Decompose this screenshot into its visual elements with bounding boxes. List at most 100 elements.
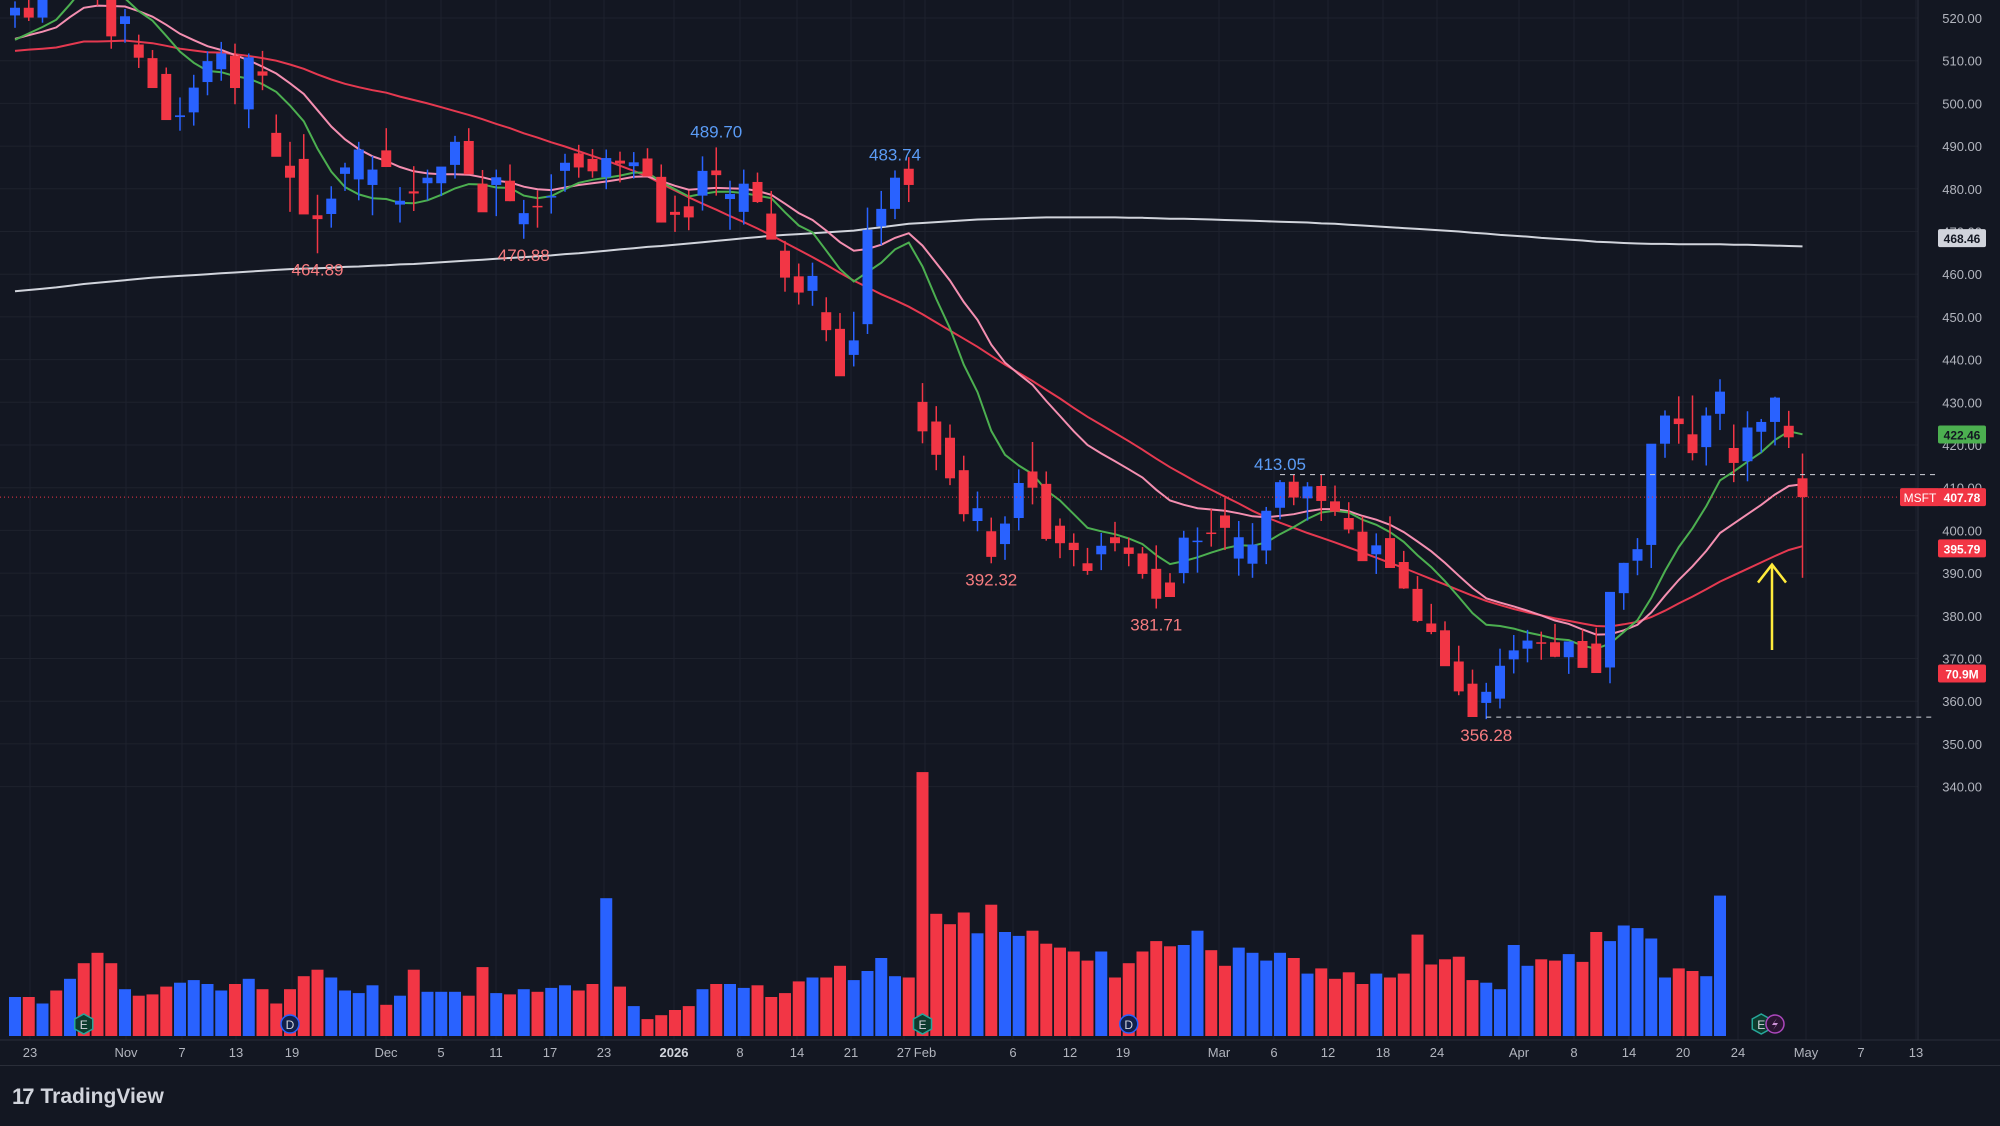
volume-bar (187, 980, 200, 1036)
volume-bar (1081, 960, 1094, 1036)
candle-body (1055, 525, 1065, 544)
candle (1068, 533, 1079, 567)
candle (1398, 550, 1409, 589)
candle-body (10, 7, 20, 16)
candle (1742, 411, 1753, 482)
candle (23, 0, 34, 21)
volume-bar (531, 991, 544, 1036)
candle-body (697, 170, 708, 196)
volume-bar (421, 991, 434, 1036)
candle-body (835, 328, 845, 377)
candle (381, 128, 392, 168)
volume-bar (641, 1019, 654, 1036)
candle (1783, 410, 1794, 448)
volume-bar (710, 984, 723, 1036)
volume-bar (201, 984, 214, 1036)
candle-body (1288, 481, 1299, 498)
candle-body (1440, 630, 1450, 667)
sma-200-line (14, 216, 1803, 293)
volume-bar (1686, 971, 1699, 1036)
volume-bar (820, 977, 833, 1036)
candle (340, 162, 350, 191)
candle (133, 34, 144, 68)
volume-bar (971, 933, 984, 1036)
candle-body (1330, 501, 1340, 512)
time-tick-label: 27 (897, 1045, 911, 1060)
candle-body (133, 44, 144, 58)
candle (477, 170, 488, 213)
volume-bar (339, 990, 351, 1036)
tradingview-logo-icon: 17 (12, 1084, 35, 1109)
candle (1481, 682, 1492, 720)
price-badge-bg (1938, 539, 1986, 558)
volume-bar (1205, 950, 1218, 1036)
volume-bar (1604, 941, 1616, 1036)
volume-bar (1631, 928, 1644, 1036)
earnings-icon (912, 1013, 933, 1035)
lightning-glyph (1772, 1018, 1778, 1030)
volume-bar (1425, 964, 1438, 1036)
candle-body (1508, 650, 1519, 660)
time-tick-label: 7 (178, 1045, 185, 1060)
volume-bar (119, 989, 131, 1036)
candle (1123, 537, 1134, 567)
candle (1041, 471, 1052, 541)
time-tick-label: 6 (1009, 1045, 1016, 1060)
candle-body (986, 531, 997, 557)
event-marker-label: E (80, 1018, 88, 1032)
candle (697, 156, 708, 211)
candle-body (876, 208, 887, 227)
candle (37, 0, 48, 23)
candle-body (587, 158, 598, 172)
candle (1137, 547, 1148, 579)
volume-bar (352, 993, 365, 1036)
candle (285, 141, 295, 212)
volume-bar (1260, 960, 1273, 1036)
candle (1536, 631, 1547, 660)
candle-body (642, 158, 653, 177)
volume-bar (1576, 961, 1589, 1036)
moving-averages (14, 0, 1803, 650)
volume-bar (64, 978, 76, 1036)
volume-bar (559, 985, 571, 1036)
tradingview-logo[interactable]: 17 TradingView (12, 1084, 164, 1110)
candle (243, 53, 254, 129)
time-tick-label: Mar (1208, 1045, 1231, 1060)
candle (450, 135, 460, 179)
candle-body (120, 16, 130, 24)
volume-bar (1054, 947, 1066, 1036)
candle (1591, 627, 1602, 674)
candle (835, 313, 845, 377)
volume-bar (311, 969, 324, 1036)
candle-body (1220, 515, 1230, 528)
candle (1330, 485, 1340, 516)
candle (188, 74, 199, 126)
chart-area[interactable]: 553.72464.89470.88489.70483.74392.32381.… (0, 0, 2000, 1065)
event-marker: D (1119, 1014, 1139, 1034)
candle-body (1715, 391, 1725, 414)
candle-body (958, 470, 969, 515)
candle (1261, 506, 1272, 565)
volume-bar (614, 986, 626, 1036)
candle (725, 180, 735, 230)
candle (1715, 379, 1725, 431)
volume-bar (916, 772, 929, 1036)
volume-bar (504, 994, 516, 1036)
candle-body (463, 140, 474, 175)
candle-body (188, 87, 199, 113)
candle-body (1316, 485, 1327, 501)
candle (1371, 533, 1382, 574)
volume-bar (229, 984, 241, 1036)
candle (890, 170, 900, 220)
price-tick-label: 350.00 (1942, 737, 1982, 752)
volume-bar (50, 990, 63, 1036)
candle-body (1770, 397, 1780, 422)
volume-bar (1507, 945, 1520, 1036)
candle (1618, 562, 1629, 610)
candle (1055, 518, 1065, 559)
candle-body (848, 340, 859, 355)
price-badge-bg (1938, 488, 1986, 507)
volume-bar (1521, 965, 1534, 1036)
candlestick-chart[interactable]: 553.72464.89470.88489.70483.74392.32381.… (0, 0, 2000, 1065)
volume-bar (765, 997, 778, 1036)
